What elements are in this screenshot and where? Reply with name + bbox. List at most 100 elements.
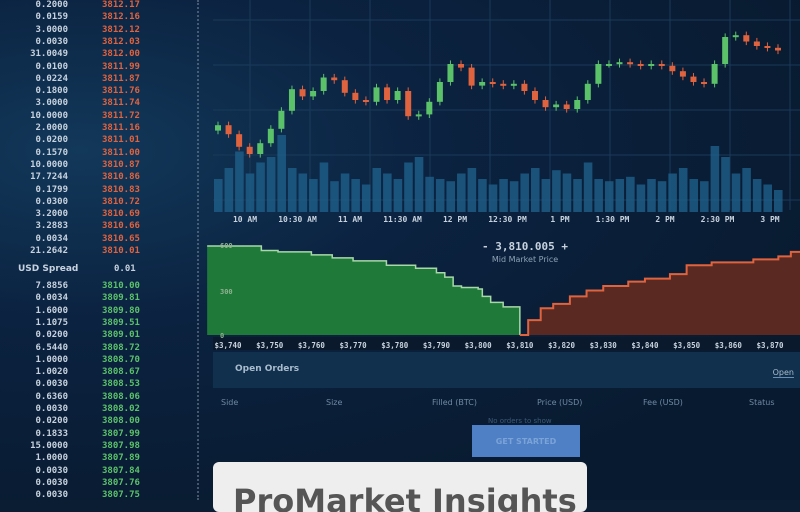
candle	[775, 47, 781, 51]
volume-bar	[647, 179, 656, 212]
bid-row[interactable]: 0.1833 3807.99	[0, 429, 200, 441]
mid-price-label: Mid Market Price	[491, 255, 559, 264]
volume-bar	[446, 181, 456, 212]
ask-row[interactable]: 3.0000 3812.12	[0, 25, 200, 37]
tab-open[interactable]: Open	[772, 368, 794, 378]
order-size: 31.0049	[30, 49, 68, 60]
candle	[415, 114, 422, 117]
volume-bar	[541, 179, 551, 212]
order-price: 3807.99	[102, 428, 140, 439]
ask-row[interactable]: 0.0159 3812.16	[0, 12, 200, 24]
no-orders-text: No orders to show	[488, 417, 552, 425]
mid-market-price: - 3,810.005 + Mid Market Price	[470, 240, 580, 264]
candle	[405, 91, 412, 117]
volume-bar	[552, 170, 561, 212]
ask-row[interactable]: 10.0000 3810.87	[0, 160, 200, 172]
candle	[310, 91, 317, 97]
ask-row[interactable]: 0.1570 3811.00	[0, 148, 200, 160]
ask-depth-area	[519, 251, 800, 335]
candle	[521, 83, 528, 91]
bid-row[interactable]: 1.6000 3809.80	[0, 306, 200, 318]
bid-row[interactable]: 1.1075 3809.51	[0, 318, 200, 330]
bid-row[interactable]: 0.0030 3807.76	[0, 478, 200, 490]
time-tick: 12 PM	[443, 215, 467, 224]
ask-row[interactable]: 10.0000 3811.72	[0, 111, 200, 123]
ask-row[interactable]: 0.2000 3812.17	[0, 0, 200, 12]
volume-bar	[499, 179, 508, 212]
bid-row[interactable]: 0.0200 3809.01	[0, 330, 200, 342]
volume-bar	[689, 179, 699, 212]
bid-row[interactable]: 0.0030 3808.53	[0, 379, 200, 391]
order-size: 0.0200	[35, 135, 68, 146]
bid-row[interactable]: 6.5440 3808.72	[0, 343, 200, 355]
ask-row[interactable]: 0.1799 3810.83	[0, 185, 200, 197]
order-size: 0.0159	[35, 12, 68, 23]
ask-row[interactable]: 3.0000 3811.74	[0, 98, 200, 110]
get-started-button[interactable]: GET STARTED	[472, 425, 580, 457]
volume-bar	[668, 173, 677, 212]
bid-row[interactable]: 0.0034 3809.81	[0, 293, 200, 305]
ask-row[interactable]: 0.0300 3810.72	[0, 197, 200, 209]
volume-bar	[351, 179, 360, 212]
order-price: 3808.02	[102, 404, 140, 414]
candle	[500, 83, 507, 86]
order-price: 3808.70	[102, 354, 140, 365]
ask-row[interactable]: 3.2883 3810.66	[0, 221, 200, 233]
order-price: 3810.87	[102, 159, 140, 170]
col-fee: Fee (USD)	[643, 398, 683, 407]
volume-bar	[573, 179, 582, 212]
ask-row[interactable]: 0.0200 3811.01	[0, 135, 200, 147]
candle	[489, 82, 496, 84]
volume-bar	[277, 135, 286, 212]
volume-bar	[520, 173, 529, 212]
bid-depth-area	[207, 246, 520, 335]
volume-bar	[488, 184, 498, 212]
bid-row[interactable]: 15.0000 3807.98	[0, 441, 200, 453]
volume-bar	[604, 181, 614, 212]
volume-bar	[224, 168, 234, 212]
order-size: 7.8856	[35, 281, 68, 291]
ask-row[interactable]: 0.0100 3811.99	[0, 62, 200, 74]
candle	[225, 125, 232, 135]
order-size: 0.0030	[35, 379, 68, 390]
ask-row[interactable]: 21.2642 3810.01	[0, 246, 200, 258]
ask-row[interactable]: 0.0224 3811.87	[0, 74, 200, 86]
ask-row[interactable]: 3.2000 3810.69	[0, 209, 200, 221]
bid-row[interactable]: 1.0000 3808.70	[0, 355, 200, 367]
candle	[267, 128, 274, 144]
ask-row[interactable]: 2.0000 3811.16	[0, 123, 200, 135]
bid-row[interactable]: 0.0030 3807.75	[0, 490, 200, 502]
col-price: Price (USD)	[537, 398, 583, 407]
bid-row[interactable]: 7.8856 3810.00	[0, 281, 200, 293]
order-size: 21.2642	[30, 246, 68, 256]
ask-row[interactable]: 0.0034 3810.65	[0, 234, 200, 246]
candle	[711, 64, 718, 84]
ask-row[interactable]: 0.1800 3811.76	[0, 86, 200, 98]
order-price: 3811.99	[102, 61, 140, 72]
price-tick: $3,840	[631, 341, 659, 350]
volume-bar	[478, 179, 487, 212]
candle	[278, 110, 285, 129]
order-size: 0.0030	[35, 404, 68, 414]
bid-row[interactable]: 0.0030 3808.02	[0, 404, 200, 416]
ask-row[interactable]: 17.7244 3810.86	[0, 172, 200, 184]
bid-row[interactable]: 1.0000 3807.89	[0, 453, 200, 465]
candle	[384, 87, 391, 100]
bid-row[interactable]: 1.0020 3808.67	[0, 367, 200, 379]
bid-row[interactable]: 0.6360 3808.06	[0, 392, 200, 404]
candle	[637, 64, 644, 66]
candle	[732, 35, 739, 38]
volume-bar	[287, 168, 297, 212]
volume-bar	[752, 179, 762, 212]
bid-row[interactable]: 0.0030 3807.84	[0, 466, 200, 478]
price-tick: $3,750	[256, 341, 284, 350]
bid-row[interactable]: 0.0200 3808.00	[0, 416, 200, 428]
ask-row[interactable]: 31.0049 3812.00	[0, 49, 200, 61]
volume-bar	[425, 176, 434, 212]
candle	[341, 80, 348, 93]
order-price: 3810.00	[102, 281, 140, 291]
depth-y-tick: 0	[220, 332, 224, 340]
background	[0, 0, 800, 500]
volume-bar	[615, 179, 625, 212]
ask-row[interactable]: 0.0030 3812.03	[0, 37, 200, 49]
